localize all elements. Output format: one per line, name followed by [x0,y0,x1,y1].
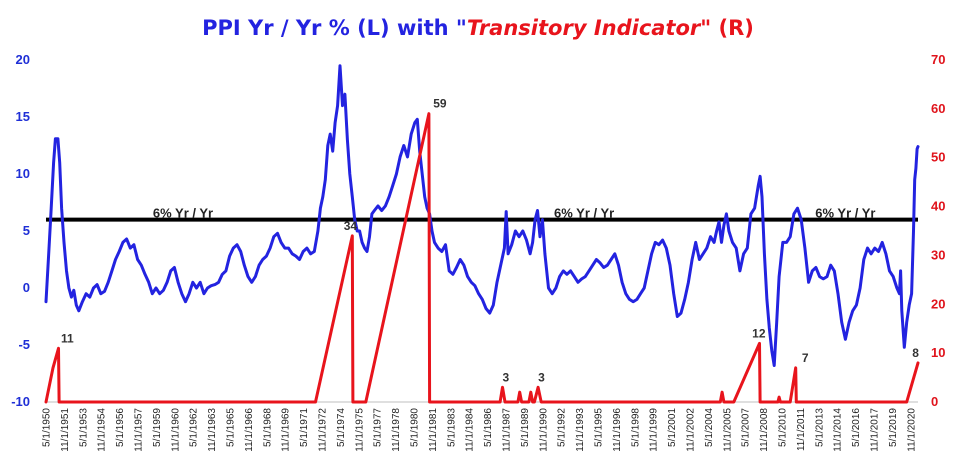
x-axis-tick-label: 11/1/1999 [649,408,660,452]
x-axis-ticks: 5/1/1950 11/1/1951 5/1/1953 11/1/1954 5/1/19… [42,408,918,452]
x-axis-tick-label: 5/1/2013 [814,408,825,447]
left-axis-ticks: -10 -5 0 5 10 15 20 [11,52,30,409]
x-axis-tick-label: 11/1/1957 [133,408,144,452]
x-axis-tick-label: 11/1/2017 [869,408,880,452]
x-axis-tick-label: 5/1/1968 [262,408,273,447]
x-axis-tick-label: 11/1/1966 [244,408,255,452]
x-axis-tick-label: 11/1/1975 [354,408,365,452]
x-axis-tick-label: 5/1/1965 [225,408,236,447]
x-axis-tick-label: 11/1/1996 [612,408,623,452]
ppi-series-line [44,64,920,367]
annotation-group: 11 34 59 3 3 12 7 8 [61,97,919,385]
x-axis-tick-label: 5/1/2016 [851,408,862,447]
transitory-indicator-series-line [44,112,920,404]
reference-line-group: 6% Yr / Yr 6% Yr / Yr 6% Yr / Yr [46,206,918,222]
x-axis-tick-label: 11/1/2008 [759,408,770,452]
left-axis-tick-label: -10 [11,394,30,409]
right-axis-tick-label: 40 [931,199,945,214]
x-axis-tick-label: 11/1/2002 [685,408,696,452]
x-axis-tick-label: 5/1/1977 [373,408,384,447]
data-label: 3 [503,370,510,384]
data-label: 59 [433,97,447,111]
data-label: 8 [912,346,919,360]
data-label: 34 [344,219,358,233]
x-axis-tick-label: 11/1/1984 [465,408,476,452]
x-axis-tick-label: 11/1/2011 [796,408,807,451]
left-axis-tick-label: 15 [16,109,30,124]
left-axis-tick-label: -5 [18,337,30,352]
right-axis-tick-label: 30 [931,247,945,262]
x-axis-tick-label: 11/1/1972 [317,408,328,452]
x-axis-tick-label: 11/1/1990 [538,408,549,452]
x-axis-tick-label: 5/1/1992 [557,408,568,447]
x-axis-tick-label: 5/1/2010 [777,408,788,447]
x-axis-tick-label: 5/1/1953 [78,408,89,447]
data-label: 11 [61,331,74,345]
chart-title-part1: PPI Yr / Yr % (L) with " [202,16,467,40]
x-axis-tick-label: 5/1/1998 [630,408,641,447]
right-axis-tick-label: 50 [931,150,945,165]
x-axis-tick-label: 11/1/2014 [833,408,844,452]
x-axis-tick-label: 5/1/2019 [888,408,899,447]
x-axis-tick-label: 5/1/1980 [409,408,420,447]
x-axis-tick-label: 11/1/2005 [722,408,733,452]
x-axis-tick-label: 11/1/1963 [207,408,218,452]
reference-line-label: 6% Yr / Yr [153,206,213,221]
x-axis-tick-label: 11/1/1987 [501,408,512,452]
x-axis-tick-label: 5/1/1956 [115,408,126,447]
x-axis-tick-label: 11/1/1960 [170,408,181,452]
x-axis-tick-label: 11/1/1951 [60,408,71,452]
x-axis-tick-label: 5/1/2004 [704,408,715,447]
x-axis-tick-label: 11/1/1981 [428,408,439,452]
left-axis-tick-label: 5 [23,223,30,238]
x-axis-tick-label: 11/1/2020 [906,408,917,452]
right-axis-tick-label: 20 [931,296,945,311]
x-axis-tick-label: 5/1/1971 [299,408,310,447]
right-axis-tick-label: 70 [931,52,945,67]
x-axis-tick-label: 5/1/1989 [520,408,531,447]
data-label: 7 [802,351,809,365]
left-axis-tick-label: 10 [16,166,30,181]
x-axis-tick-label: 5/1/2001 [667,408,678,447]
x-axis-tick-label: 11/1/1969 [281,408,292,452]
x-axis-tick-label: 5/1/1974 [336,408,347,447]
x-axis-tick-label: 5/1/1983 [446,408,457,447]
right-axis-tick-label: 0 [931,394,938,409]
right-axis-ticks: 0 10 20 30 40 50 60 70 [931,52,945,409]
x-axis-tick-label: 5/1/2007 [741,408,752,447]
chart-title: PPI Yr / Yr % (L) with "Transitory Indic… [202,16,754,40]
x-axis-tick-label: 11/1/1978 [391,408,402,452]
chart-title-part2: Transitory Indicator [467,16,702,40]
left-axis-tick-label: 20 [16,52,30,67]
series-group [44,64,920,404]
left-axis-tick-label: 0 [23,280,30,295]
reference-line-label: 6% Yr / Yr [554,206,614,221]
x-axis-tick-label: 5/1/1959 [152,408,163,447]
reference-line-label: 6% Yr / Yr [815,206,875,221]
x-axis-tick-label: 5/1/1962 [189,408,200,447]
x-axis-tick-label: 5/1/1995 [593,408,604,447]
data-label: 3 [538,370,545,384]
x-axis-tick-label: 5/1/1986 [483,408,494,447]
data-label: 12 [752,326,766,340]
x-axis-tick-label: 5/1/1950 [42,408,53,447]
x-axis-tick-label: 11/1/1993 [575,408,586,452]
chart-title-part3: " (R) [700,16,754,40]
x-axis-tick-label: 11/1/1954 [97,408,108,452]
right-axis-tick-label: 60 [931,101,945,116]
right-axis-tick-label: 10 [931,345,945,360]
